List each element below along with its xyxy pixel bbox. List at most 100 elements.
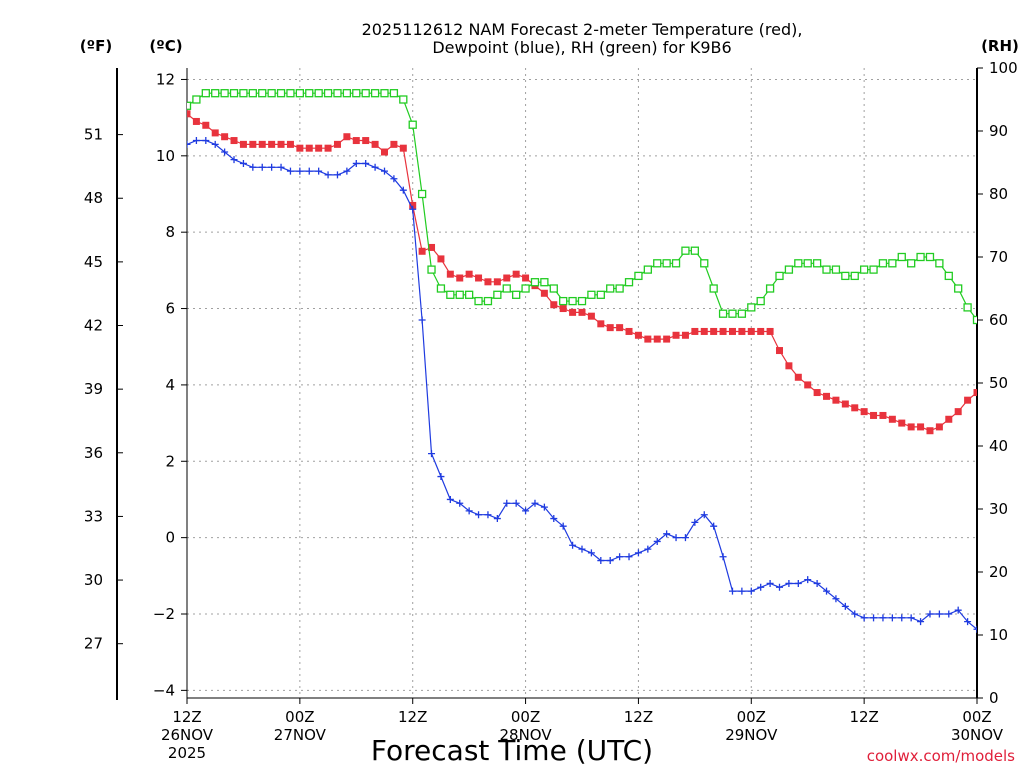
temperature-point (832, 396, 840, 404)
temperature-point (672, 331, 680, 339)
relative-humidity-point (258, 89, 267, 98)
rh-tick-label: 60 (989, 311, 1008, 329)
dewpoint-point (1002, 653, 1009, 660)
dewpoint-point (935, 610, 943, 618)
relative-humidity-point (211, 89, 220, 98)
dewpoint-point (324, 171, 332, 179)
dewpoint-point (239, 159, 247, 167)
temperature-point (860, 408, 868, 416)
dewpoint-point (870, 614, 878, 622)
series-layer (187, 89, 1009, 660)
relative-humidity-point (361, 89, 370, 98)
temperature-point (691, 327, 699, 335)
relative-humidity-point (455, 290, 464, 299)
relative-humidity-point (624, 278, 634, 287)
tick-labels: −4 −2 0 2 4 6 8 10 12 27 30 33 36 39 42 45 48 51 0 10 20 30 40… (84, 59, 1018, 762)
relative-humidity-point (615, 284, 624, 293)
dewpoint-point (305, 167, 313, 175)
temperature-point (681, 331, 689, 339)
series-clip-group (187, 89, 1009, 660)
time-tick-label: 00Z (511, 708, 540, 726)
dewpoint-point (587, 549, 595, 557)
temperature-point (258, 140, 266, 148)
relative-humidity-point (267, 89, 276, 98)
temperature-point (728, 327, 736, 335)
temperature-point (644, 335, 652, 343)
relative-humidity-point (737, 309, 747, 318)
relative-humidity-point (718, 309, 728, 318)
dewpoint-point (794, 579, 802, 587)
dewpoint-point (484, 511, 492, 519)
relative-humidity-point (286, 89, 295, 98)
relative-humidity-point (239, 89, 248, 98)
dewpoint-point (381, 167, 388, 175)
celsius-tick-label: 4 (165, 376, 175, 394)
temperature-point (851, 404, 859, 412)
dewpoint-point (503, 499, 511, 507)
dewpoint-point (616, 553, 624, 561)
dewpoint-point (813, 579, 821, 587)
temperature-point (559, 305, 567, 313)
temperature-point (625, 327, 633, 335)
dewpoint-point (597, 557, 605, 565)
relative-humidity-point (643, 265, 652, 274)
relative-humidity-point (765, 284, 775, 293)
temperature-point (766, 327, 774, 335)
relative-humidity-point (916, 252, 925, 262)
dewpoint-point (757, 583, 765, 591)
temperature-point (935, 423, 943, 431)
relative-humidity-point (464, 290, 474, 299)
relative-humidity-point (747, 303, 756, 312)
relative-humidity-point (596, 290, 605, 299)
fahrenheit-unit-label: (ºF) (80, 37, 112, 55)
rh-tick-label: 30 (989, 500, 1008, 518)
temperature-point (446, 270, 454, 278)
rh-tick-label: 50 (989, 374, 1008, 392)
dewpoint-point (343, 167, 351, 175)
dewpoint-point (663, 530, 671, 538)
temperature-point (841, 400, 849, 408)
relative-humidity-point (606, 284, 615, 293)
dewpoint-point (371, 163, 379, 171)
dewpoint-point (832, 595, 840, 603)
dewpoint-point (221, 148, 229, 156)
celsius-tick-label: 2 (165, 452, 175, 470)
dewpoint-point (362, 159, 370, 167)
fahrenheit-tick-label: 48 (84, 189, 103, 207)
relative-humidity-point (794, 259, 803, 268)
relative-humidity-point (512, 290, 521, 299)
dewpoint-point (898, 614, 906, 622)
dewpoint-line (187, 139, 977, 631)
celsius-tick-label: −2 (153, 605, 175, 623)
dewpoint-point (973, 625, 977, 633)
dewpoint-point (286, 167, 294, 175)
dewpoint-point (428, 450, 436, 458)
fahrenheit-tick-label: 39 (84, 380, 103, 398)
dewpoint-point (202, 137, 210, 145)
dewpoint-point (390, 175, 398, 183)
celsius-tick-label: 6 (165, 300, 175, 318)
time-tick-label: 00Z (285, 708, 314, 726)
relative-humidity-point (992, 335, 999, 342)
relative-humidity-point (276, 89, 286, 98)
dewpoint-point (776, 583, 783, 591)
dewpoint-point (399, 186, 407, 194)
dewpoint-point (804, 576, 812, 584)
dewpoint-point (653, 537, 661, 545)
relative-humidity-point (502, 284, 511, 293)
celsius-tick-label: 10 (156, 147, 175, 165)
dewpoint-point (258, 163, 266, 171)
relative-humidity-point (342, 89, 352, 98)
temperature-point (879, 411, 887, 419)
dewpoint-point (192, 137, 200, 145)
dewpoint-point (766, 579, 774, 587)
temperature-point (757, 327, 765, 335)
dewpoint-point (522, 507, 530, 515)
temperature-point (785, 362, 793, 370)
dewpoint-point (625, 553, 633, 561)
dewpoint-point (644, 545, 652, 553)
temperature-point (192, 117, 200, 125)
relative-humidity-point (700, 259, 709, 268)
temperature-point (926, 427, 934, 435)
temperature-point (409, 201, 417, 209)
